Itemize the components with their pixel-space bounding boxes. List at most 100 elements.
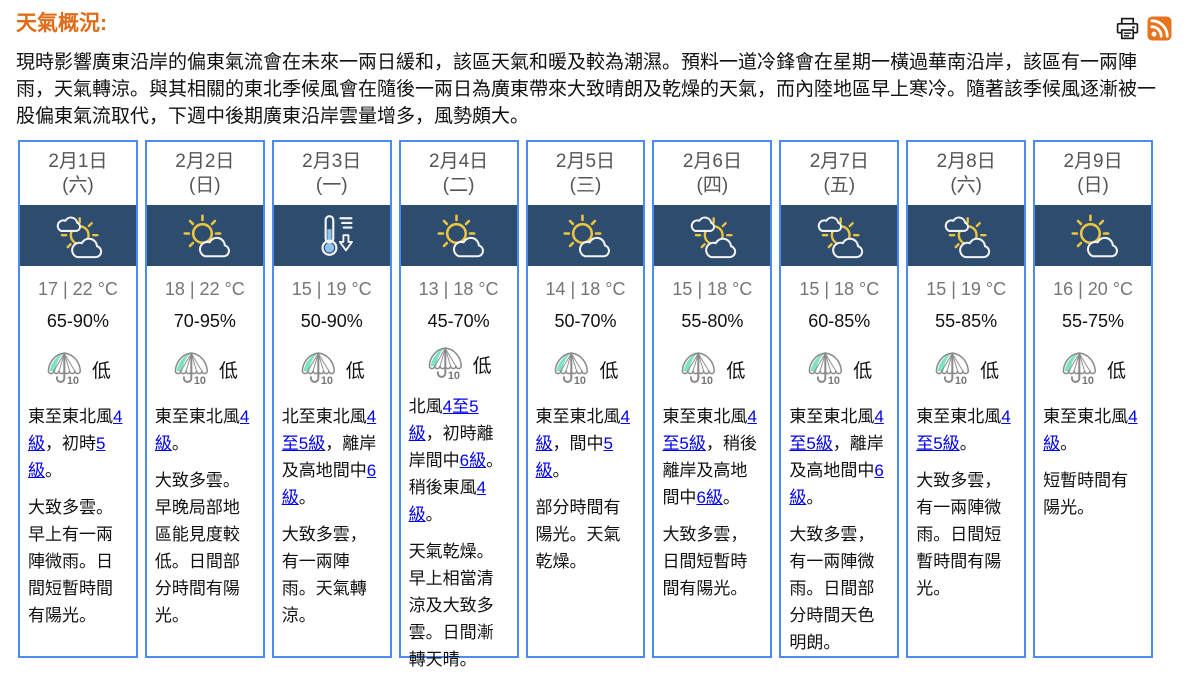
- wind-force-link[interactable]: 6級: [281, 461, 377, 507]
- weather-forecast-text: 大致多雲，有一兩陣微雨。日間短暫時間有陽光。: [916, 471, 1002, 598]
- weather-forecast-text: 部分時間有陽光。天氣乾燥。: [535, 498, 621, 571]
- wind-force-link[interactable]: 4至5級: [281, 407, 377, 453]
- weather-icon-band: [1035, 205, 1151, 266]
- forecast-date-weekday: (二): [442, 175, 475, 196]
- wind-force-link[interactable]: 4至5級: [789, 407, 884, 453]
- sun-between-clouds-icon: [812, 212, 866, 260]
- wind-force-link[interactable]: 4至5級: [408, 397, 479, 443]
- wind-force-link[interactable]: 4級: [28, 407, 123, 453]
- forecast-date: 2月3日 (一): [274, 142, 390, 205]
- wind-forecast-text: 東至東北風4至5級。: [916, 407, 1011, 453]
- forecast-date: 2月6日 (四): [654, 142, 770, 205]
- forecast-date-day: 2月4日: [429, 151, 489, 172]
- forecast-card-day9: 2月9日 (日) 16 | 20 °C 55-75% 低 東至東北風4級。 短暫…: [1033, 140, 1153, 658]
- weather-forecast-text: 大致多雲，有一兩陣雨。天氣轉涼。: [281, 525, 367, 625]
- rain-probability-label: 低: [472, 355, 492, 377]
- humidity-range: 70-95%: [173, 311, 236, 331]
- humidity-range: 60-85%: [808, 311, 871, 331]
- temperature-range: 15 | 18 °C: [799, 279, 880, 299]
- rain-probability-label: 低: [1107, 360, 1127, 382]
- wind-force-link[interactable]: 4級: [154, 407, 250, 453]
- rain-probability-label: 低: [599, 360, 619, 382]
- rain-probability-row: 低: [147, 345, 263, 393]
- rain-probability-label: 低: [218, 360, 238, 382]
- temperature-range: 18 | 22 °C: [164, 279, 245, 299]
- forecast-card-day4: 2月4日 (二) 13 | 18 °C 45-70% 低 北風4至5級，初時離岸…: [398, 140, 519, 669]
- forecast-date: 2月4日 (二): [401, 142, 517, 205]
- umbrella-psr-icon: [933, 350, 975, 388]
- forecast-date-weekday: (一): [315, 175, 348, 196]
- rain-probability-row: 低: [401, 345, 517, 383]
- temperature-range: 16 | 20 °C: [1053, 279, 1133, 299]
- humidity-range: 55-75%: [1062, 311, 1125, 331]
- rss-icon[interactable]: [1147, 16, 1172, 41]
- forecast-card-day8: 2月8日 (六) 15 | 19 °C 55-85% 低 東至東北風4至5級。 …: [906, 140, 1027, 658]
- wind-forecast-text: 東至東北風4級。: [1043, 407, 1138, 453]
- umbrella-psr-icon: [1060, 350, 1102, 388]
- weather-icon-band: [908, 205, 1025, 266]
- sun-with-cloud-icon: [558, 212, 612, 260]
- forecast-date-day: 2月8日: [936, 151, 996, 172]
- forecast-card-day6: 2月6日 (四) 15 | 18 °C 55-80% 低 東至東北風4至5級，稍…: [652, 140, 773, 658]
- umbrella-psr-icon: [679, 350, 721, 388]
- weather-forecast-text: 大致多雲，有一兩陣微雨。日間部分時間天色明朗。: [789, 525, 875, 652]
- umbrella-psr-icon: [806, 350, 848, 388]
- sun-between-clouds-icon: [685, 212, 739, 260]
- weather-forecast-text: 大致多雲。早上有一兩陣微雨。日間短暫時間有陽光。: [28, 498, 113, 625]
- forecast-date-day: 2月5日: [555, 151, 616, 172]
- wind-force-link[interactable]: 4級: [535, 407, 631, 453]
- wind-force-link[interactable]: 4至5級: [916, 407, 1011, 453]
- forecast-date-day: 2月9日: [1063, 151, 1123, 172]
- top-bar: 天氣概況:: [0, 0, 1186, 41]
- wind-forecast-text: 東至東北風4級。: [154, 407, 250, 453]
- sun-with-cloud-icon: [178, 212, 232, 260]
- forecast-date-weekday: (三): [569, 175, 602, 196]
- humidity-range: 45-70%: [427, 311, 490, 331]
- weather-icon-band: [273, 205, 390, 266]
- forecast-card-day7: 2月7日 (五) 15 | 18 °C 60-85% 低 東至東北風4至5級，離…: [779, 140, 900, 658]
- forecast-date: 2月8日 (六): [908, 142, 1024, 205]
- umbrella-psr-icon: [45, 350, 87, 388]
- humidity-range: 65-90%: [46, 311, 109, 331]
- umbrella-psr-icon: [172, 350, 214, 388]
- forecast-date-day: 2月3日: [302, 151, 362, 172]
- page-title: 天氣概況:: [16, 12, 107, 35]
- weather-icon-band: [400, 205, 517, 266]
- weather-icon-band: [654, 205, 771, 266]
- wind-force-link[interactable]: 4級: [1043, 407, 1138, 453]
- temperature-range: 14 | 18 °C: [545, 279, 626, 299]
- forecast-card-day1: 2月1日 (六) 17 | 22 °C 65-90% 低 東至東北風4級，初時5…: [18, 140, 138, 658]
- weather-icon-band: [146, 205, 263, 266]
- rain-probability-label: 低: [91, 360, 111, 382]
- wind-force-link[interactable]: 5級: [535, 434, 614, 480]
- temperature-range: 13 | 18 °C: [418, 279, 499, 299]
- forecast-date-weekday: (六): [950, 175, 982, 196]
- forecast-grid: 2月1日 (六) 17 | 22 °C 65-90% 低 東至東北風4級，初時5…: [18, 140, 1153, 669]
- wind-forecast-text: 東至東北風4級，初時5級。: [28, 407, 123, 480]
- wind-force-link[interactable]: 6級: [459, 451, 487, 470]
- forecast-date-day: 2月7日: [809, 151, 869, 172]
- forecast-date: 2月1日 (六): [20, 142, 136, 205]
- forecast-date: 2月5日 (三): [528, 142, 644, 205]
- wind-force-link[interactable]: 6級: [789, 461, 884, 507]
- forecast-date: 2月9日 (日): [1035, 142, 1151, 205]
- forecast-date-weekday: (日): [188, 175, 221, 196]
- rain-probability-label: 低: [726, 360, 746, 382]
- wind-forecast-text: 北風4至5級，初時離岸間中6級。稍後東風4級。: [408, 397, 504, 524]
- wind-force-link[interactable]: 5級: [28, 434, 106, 480]
- wind-forecast-text: 東至東北風4級，間中5級。: [535, 407, 631, 480]
- wind-forecast-text: 東至東北風4至5級，離岸及高地間中6級。: [789, 407, 884, 507]
- wind-force-link[interactable]: 4級: [408, 478, 487, 524]
- humidity-range: 55-80%: [681, 311, 744, 331]
- rain-probability-row: 低: [20, 345, 136, 393]
- print-icon[interactable]: [1115, 16, 1140, 41]
- rain-probability-row: 低: [654, 345, 770, 393]
- thermometer-down-icon: [305, 212, 359, 260]
- umbrella-psr-icon: [552, 350, 594, 388]
- wind-forecast-text: 東至東北風4至5級，稍後離岸及高地間中6級。: [662, 407, 757, 507]
- weather-icon-band: [20, 205, 136, 266]
- rain-probability-label: 低: [853, 360, 873, 382]
- forecast-date-day: 2月2日: [175, 151, 235, 172]
- wind-force-link[interactable]: 4至5級: [662, 407, 757, 453]
- wind-force-link[interactable]: 6級: [696, 488, 723, 507]
